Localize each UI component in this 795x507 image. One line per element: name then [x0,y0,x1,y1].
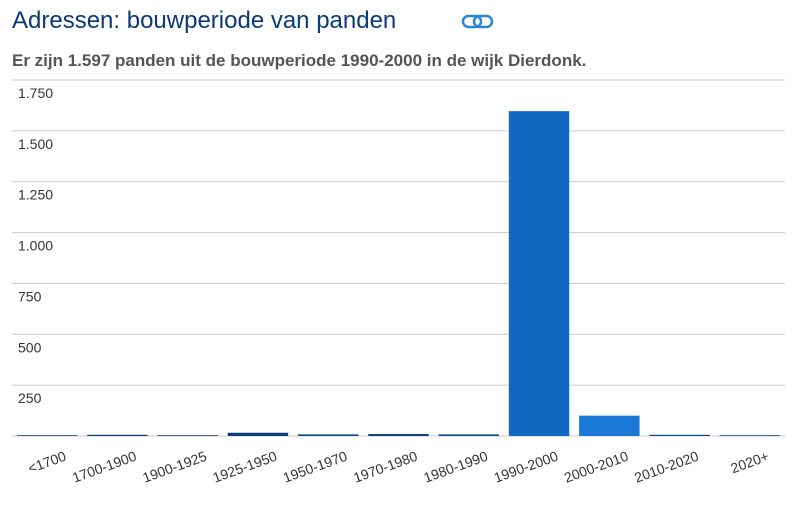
bar [298,434,359,436]
y-tick-label: 1.500 [18,136,53,152]
chart-subtitle: Er zijn 1.597 panden uit de bouwperiode … [12,51,586,70]
x-tick-label: 1925-1950 [211,448,280,486]
bar [157,435,218,436]
x-tick-label: 1980-1990 [421,448,490,486]
x-tick-label: 1900-1925 [140,448,209,486]
x-tick-label: 2000-2010 [562,448,631,486]
link-icon[interactable] [461,14,494,29]
bar [508,111,570,436]
x-tick-label: 1700-1900 [70,448,139,486]
x-tick-label: <1700 [26,448,69,477]
x-tick-label: 1970-1980 [351,448,420,486]
bar [438,434,499,436]
y-tick-label: 250 [18,390,42,406]
x-tick-label: 1950-1970 [281,448,350,486]
y-tick-label: 1.250 [18,187,53,203]
y-tick-label: 1.750 [18,85,53,101]
y-tick-label: 500 [18,339,42,355]
bar [719,435,781,436]
chart-title: Adressen: bouwperiode van panden [12,7,396,34]
x-tick-label: 2010-2020 [632,448,701,486]
bar [368,433,429,436]
bar [87,434,148,436]
bar [579,415,640,436]
y-tick-label: 1.000 [18,238,53,254]
x-tick-label: 2020+ [728,448,770,476]
y-tick-label: 750 [18,288,42,304]
bar [649,434,710,436]
x-tick-label: 1990-2000 [492,448,561,486]
bar [227,432,289,436]
bar [16,435,78,436]
